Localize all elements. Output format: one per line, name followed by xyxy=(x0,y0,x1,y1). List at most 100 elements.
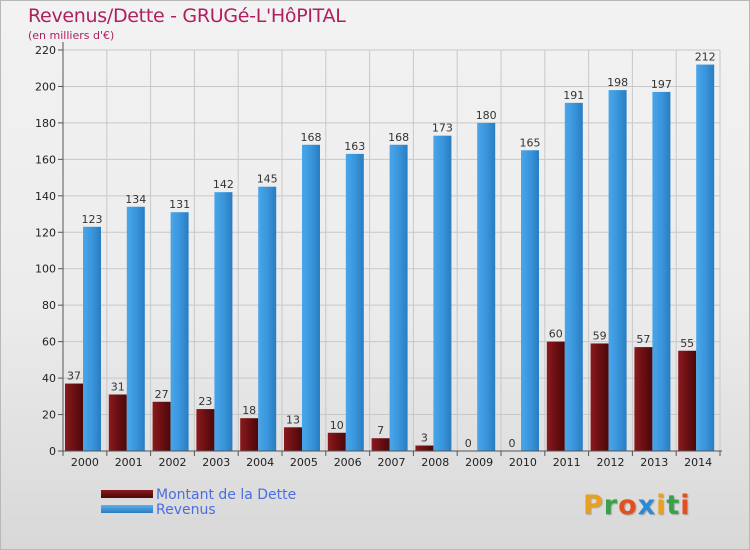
y-tick-label: 60 xyxy=(42,336,56,349)
x-tick-label: 2012 xyxy=(597,456,625,469)
bar-revenue xyxy=(696,64,715,451)
bar-debt xyxy=(634,347,653,451)
y-tick-label: 200 xyxy=(35,80,56,93)
bar-debt xyxy=(327,432,346,451)
x-tick-label: 2001 xyxy=(115,456,143,469)
y-tick-label: 220 xyxy=(35,44,56,57)
data-label-debt: 31 xyxy=(111,380,125,393)
bar-revenue xyxy=(433,135,452,451)
bar-debt xyxy=(590,343,609,451)
data-label-debt: 7 xyxy=(377,424,384,437)
x-tick-label: 2002 xyxy=(159,456,187,469)
bar-revenue xyxy=(302,144,320,452)
x-tick-label: 2000 xyxy=(71,456,99,469)
bar-debt xyxy=(196,409,215,451)
data-label-revenue: 145 xyxy=(257,173,278,186)
bars xyxy=(65,64,715,452)
logo-letter: P xyxy=(583,490,604,521)
x-tick-label: 2009 xyxy=(465,456,493,469)
y-tick-label: 120 xyxy=(35,226,56,239)
x-tick-label: 2003 xyxy=(202,456,230,469)
data-label-revenue: 123 xyxy=(82,213,103,226)
bar-revenue xyxy=(564,102,583,451)
bar-revenue xyxy=(477,122,496,451)
bar-debt xyxy=(371,438,390,451)
proxiti-logo: Proxiti xyxy=(583,490,691,521)
data-label-revenue: 198 xyxy=(607,76,628,89)
legend-label-debt: Montant de la Dette xyxy=(156,487,297,503)
bar-debt xyxy=(152,401,171,451)
bar-revenue xyxy=(389,144,408,452)
data-label-revenue: 168 xyxy=(301,131,322,144)
chart-subtitle: (en milliers d'€) xyxy=(28,29,115,42)
x-tick-label: 2004 xyxy=(246,456,274,469)
bar-revenue xyxy=(345,153,364,452)
data-label-revenue: 131 xyxy=(169,198,190,211)
y-tick-label: 20 xyxy=(42,409,56,422)
y-tick-label: 160 xyxy=(35,153,56,166)
bar-revenue xyxy=(214,192,233,451)
data-label-debt: 13 xyxy=(286,413,300,426)
bar-revenue xyxy=(521,150,539,451)
x-tick-label: 2014 xyxy=(684,456,712,469)
data-label-debt: 0 xyxy=(509,437,516,450)
data-label-revenue: 180 xyxy=(476,109,497,122)
data-label-debt: 23 xyxy=(198,395,212,408)
data-label-revenue: 191 xyxy=(563,89,584,102)
bar-revenue xyxy=(83,226,101,451)
bar-revenue xyxy=(652,91,671,451)
data-label-debt: 10 xyxy=(330,419,344,432)
logo-letter: i xyxy=(680,490,691,521)
data-label-debt: 27 xyxy=(155,388,169,401)
data-label-revenue: 142 xyxy=(213,178,234,191)
legend-swatch-debt xyxy=(101,490,153,498)
logo-letter: o xyxy=(618,490,638,521)
data-label-debt: 60 xyxy=(549,328,563,341)
y-tick-label: 180 xyxy=(35,117,56,130)
y-tick-label: 100 xyxy=(35,263,56,276)
bar-revenue xyxy=(258,186,277,452)
data-labels: 37 123 31 134 27 131 23 142 18 145 13 168 10 163 7 168 3… xyxy=(67,51,716,450)
x-tick-label: 2006 xyxy=(334,456,362,469)
x-tick-label: 2008 xyxy=(421,456,449,469)
data-label-debt: 18 xyxy=(242,404,256,417)
legend-swatch-revenue xyxy=(101,505,153,513)
bar-debt xyxy=(415,445,434,451)
data-label-debt: 3 xyxy=(421,432,428,445)
y-tick-label: 140 xyxy=(35,190,56,203)
data-label-revenue: 168 xyxy=(388,131,409,144)
data-label-debt: 37 xyxy=(67,370,81,383)
bar-revenue xyxy=(170,212,189,451)
bar-debt xyxy=(546,341,565,451)
data-label-revenue: 173 xyxy=(432,122,453,135)
y-tick-label: 40 xyxy=(42,372,56,385)
logo-letter: i xyxy=(656,490,667,521)
bar-debt xyxy=(240,418,259,451)
x-tick-label: 2007 xyxy=(378,456,406,469)
legend-label-revenue: Revenus xyxy=(156,502,216,518)
logo-letter: t xyxy=(666,490,681,521)
bar-revenue xyxy=(608,90,627,451)
x-tick-label: 2013 xyxy=(640,456,668,469)
bar-debt xyxy=(108,394,127,451)
data-label-debt: 57 xyxy=(636,333,650,346)
logo-letter: r xyxy=(603,490,619,521)
x-tick-label: 2005 xyxy=(290,456,318,469)
data-label-debt: 59 xyxy=(593,329,607,342)
x-tick-label: 2010 xyxy=(509,456,537,469)
y-tick-label: 0 xyxy=(49,445,56,458)
data-label-revenue: 212 xyxy=(695,51,716,64)
data-label-revenue: 163 xyxy=(344,140,365,153)
bar-debt xyxy=(284,427,302,451)
data-label-revenue: 165 xyxy=(520,136,541,149)
data-label-debt: 0 xyxy=(465,437,472,450)
bar-debt xyxy=(65,383,83,451)
data-label-debt: 55 xyxy=(680,337,694,350)
data-label-revenue: 197 xyxy=(651,78,672,91)
bar-debt xyxy=(678,350,697,451)
logo-letter: x xyxy=(637,490,657,521)
x-tick-label: 2011 xyxy=(553,456,581,469)
